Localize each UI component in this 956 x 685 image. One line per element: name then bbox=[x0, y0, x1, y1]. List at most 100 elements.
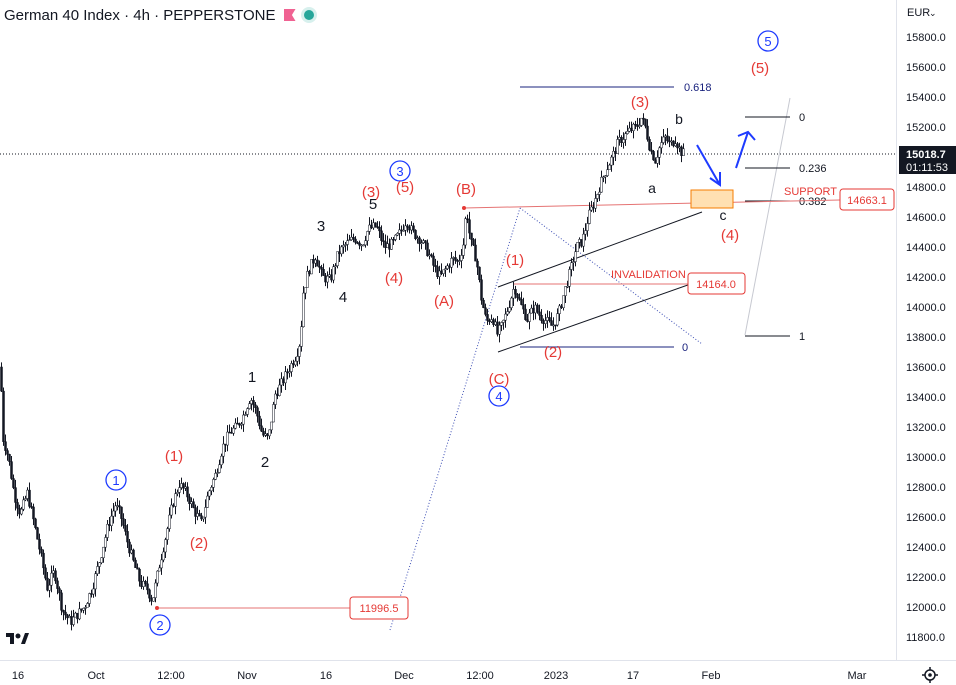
candle-body bbox=[98, 562, 101, 567]
candle-body bbox=[192, 501, 195, 508]
flag-icon[interactable] bbox=[283, 9, 296, 21]
candle-body bbox=[544, 320, 547, 324]
candle-body bbox=[20, 508, 23, 515]
candle-body bbox=[244, 414, 247, 416]
candle-body bbox=[674, 143, 677, 147]
candle-body bbox=[628, 127, 631, 132]
wave-label-red-b: (B) bbox=[456, 181, 476, 198]
candle-body bbox=[238, 423, 241, 426]
candle-body bbox=[410, 225, 413, 231]
candle-body bbox=[296, 356, 299, 362]
candle-body bbox=[556, 313, 559, 326]
candle-body bbox=[512, 289, 515, 299]
candle-body bbox=[554, 324, 557, 327]
fib-level-0382-label: 0.382 bbox=[799, 196, 827, 208]
candle-body bbox=[0, 366, 3, 392]
candle-body bbox=[636, 124, 639, 127]
fib-blue-0-label: 0 bbox=[682, 342, 688, 354]
support-line[interactable] bbox=[463, 199, 841, 209]
x-tick-label: 17 bbox=[627, 670, 639, 682]
candle-body bbox=[392, 239, 395, 241]
y-tick-label: 14000.0 bbox=[906, 302, 946, 314]
candle-body bbox=[6, 450, 9, 455]
candle-body bbox=[88, 593, 91, 604]
candle-body bbox=[530, 307, 533, 314]
support-zone-box[interactable] bbox=[690, 189, 734, 209]
candle-body bbox=[680, 146, 683, 156]
candle-body bbox=[434, 265, 437, 267]
candle-body bbox=[370, 224, 373, 229]
dotted-trendline-down[interactable] bbox=[519, 207, 703, 345]
current-price-value: 15018.7 bbox=[906, 149, 946, 161]
candle-body bbox=[404, 225, 407, 231]
candle-body bbox=[82, 607, 85, 611]
x-tick-label: Dec bbox=[394, 670, 414, 682]
candle-body bbox=[84, 607, 87, 609]
candle-body bbox=[442, 269, 445, 274]
candle-body bbox=[538, 311, 541, 316]
candle-body bbox=[12, 478, 15, 488]
candle-body bbox=[406, 225, 409, 228]
y-tick-label: 14400.0 bbox=[906, 242, 946, 254]
candle-body bbox=[582, 233, 585, 247]
candle-body bbox=[174, 493, 177, 507]
wave-label-red-1: (1) bbox=[165, 448, 183, 465]
candle-body bbox=[608, 164, 611, 170]
candle-body bbox=[60, 592, 63, 611]
candle-body bbox=[558, 305, 561, 314]
projection-arrow-up bbox=[735, 131, 749, 169]
candle-body bbox=[102, 546, 105, 559]
currency-selector[interactable]: EUR bbox=[907, 7, 930, 19]
tradingview-logo[interactable] bbox=[6, 633, 29, 644]
candle-body bbox=[330, 274, 333, 281]
svg-text:2: 2 bbox=[156, 618, 163, 633]
y-tick-label: 13800.0 bbox=[906, 332, 946, 344]
candle-body bbox=[270, 421, 273, 431]
candle-body bbox=[548, 317, 551, 321]
wave-label-black-b: b bbox=[675, 111, 683, 127]
candle-body bbox=[30, 506, 33, 508]
candle-body bbox=[670, 140, 673, 143]
y-tick-label: 15200.0 bbox=[906, 122, 946, 134]
low-marker-anchor bbox=[155, 606, 159, 610]
candle-body bbox=[516, 293, 519, 298]
support-price: 14663.1 bbox=[847, 195, 887, 207]
candle-body bbox=[172, 504, 175, 507]
svg-text:1: 1 bbox=[112, 473, 119, 488]
candle-body bbox=[646, 125, 649, 140]
candle-body bbox=[362, 244, 365, 247]
candle-body bbox=[446, 265, 449, 269]
candle-body bbox=[116, 505, 119, 507]
wave-label-blue-2: 2 bbox=[149, 614, 171, 636]
candle-body bbox=[402, 229, 405, 232]
candle-body bbox=[520, 299, 523, 305]
candle-body bbox=[70, 616, 73, 625]
candle-body bbox=[236, 422, 239, 425]
price-candles bbox=[0, 113, 685, 631]
channel-upper-line[interactable] bbox=[497, 211, 703, 288]
low-marker-box[interactable] bbox=[349, 596, 409, 620]
candle-body bbox=[438, 270, 441, 277]
channel-lower-line[interactable] bbox=[497, 279, 703, 353]
candle-body bbox=[382, 240, 385, 242]
x-tick-label: 16 bbox=[320, 670, 332, 682]
settings-gear-icon[interactable] bbox=[922, 667, 938, 683]
candle-body bbox=[158, 567, 161, 572]
candle-body bbox=[524, 308, 527, 320]
candle-body bbox=[416, 237, 419, 240]
dotted-trendline[interactable] bbox=[389, 207, 521, 631]
wave-label-black-c: c bbox=[720, 207, 727, 223]
candle-body bbox=[676, 143, 679, 149]
invalidation-price-box[interactable] bbox=[687, 272, 746, 295]
support-price-box[interactable] bbox=[839, 188, 895, 211]
wave-label-black-2: 2 bbox=[261, 454, 269, 471]
candle-body bbox=[96, 566, 99, 574]
candle-body bbox=[18, 507, 21, 515]
candle-body bbox=[36, 527, 39, 540]
chevron-down-icon[interactable]: ⌄ bbox=[929, 8, 937, 18]
wave-label-blue-5: 5 bbox=[757, 30, 779, 52]
candle-body bbox=[380, 230, 383, 241]
candle-body bbox=[132, 549, 135, 561]
fib-diagonal[interactable] bbox=[744, 97, 791, 336]
